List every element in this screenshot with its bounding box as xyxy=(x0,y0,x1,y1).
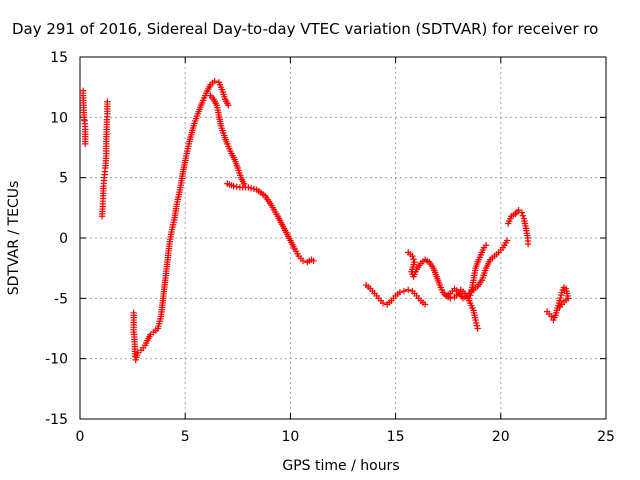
data-point xyxy=(233,183,240,190)
data-point xyxy=(247,184,255,192)
grid-lines xyxy=(80,57,606,419)
data-point xyxy=(240,180,248,187)
data-point xyxy=(557,291,565,299)
data-point xyxy=(557,294,564,302)
data-point xyxy=(299,257,307,265)
data-point xyxy=(524,240,532,248)
x-tick-label: 25 xyxy=(597,429,615,445)
data-point xyxy=(410,255,417,263)
data-point xyxy=(474,325,481,332)
data-point xyxy=(518,209,526,216)
x-tick-labels: 0 5 10 15 20 25 xyxy=(76,429,615,445)
data-point xyxy=(556,303,563,310)
axis-ticks xyxy=(79,56,607,420)
data-point xyxy=(548,313,555,320)
data-point xyxy=(409,252,416,260)
data-point xyxy=(211,77,218,85)
data-points xyxy=(79,77,572,364)
data-point xyxy=(472,316,479,324)
x-axis-label: GPS time / hours xyxy=(282,458,399,474)
chart-title: Day 291 of 2016, Sidereal Day-to-day VTE… xyxy=(12,20,598,38)
x-tick-label: 5 xyxy=(181,429,190,445)
data-point xyxy=(225,102,232,109)
data-point xyxy=(482,242,490,249)
data-point xyxy=(503,237,511,244)
y-tick-label: 5 xyxy=(59,171,68,187)
data-point xyxy=(250,185,258,193)
y-tick-label: -10 xyxy=(45,352,68,368)
data-point xyxy=(421,301,429,308)
y-tick-label: -15 xyxy=(45,412,68,428)
data-point xyxy=(473,322,481,329)
data-point xyxy=(519,212,527,219)
data-point xyxy=(379,299,387,307)
data-point xyxy=(400,287,408,295)
data-point xyxy=(556,297,563,304)
data-point xyxy=(405,286,412,294)
y-tick-labels: -15 -10 -5 0 5 10 15 xyxy=(45,50,68,428)
x-tick-label: 20 xyxy=(492,429,510,445)
data-point xyxy=(467,292,474,299)
x-tick-label: 0 xyxy=(76,429,85,445)
data-point xyxy=(396,289,404,296)
y-tick-label: 15 xyxy=(50,50,68,66)
y-tick-label: -5 xyxy=(54,291,68,307)
y-tick-label: 10 xyxy=(50,110,68,126)
data-point xyxy=(104,98,111,105)
data-point xyxy=(466,295,473,302)
x-tick-label: 15 xyxy=(387,429,405,445)
x-tick-label: 10 xyxy=(281,429,299,445)
data-point xyxy=(310,257,317,265)
data-point xyxy=(230,182,237,190)
y-axis-label: SDTVAR / TECUs xyxy=(6,181,22,296)
y-tick-label: 0 xyxy=(59,231,68,247)
data-point xyxy=(245,184,252,191)
data-point xyxy=(473,319,480,327)
data-point xyxy=(82,140,89,148)
